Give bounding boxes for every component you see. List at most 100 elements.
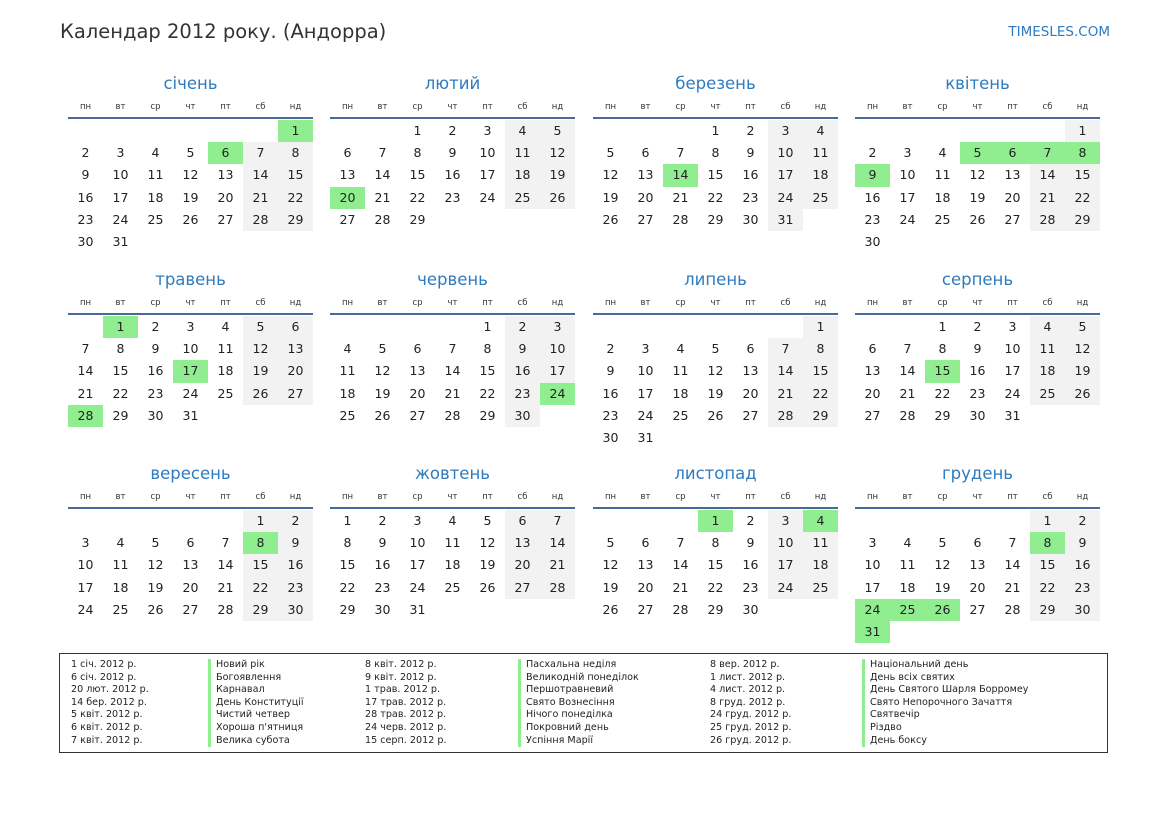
weekend-day-cell: 11: [505, 142, 540, 165]
day-cell: 24: [409, 579, 426, 595]
header-divider: [330, 313, 575, 315]
weekend-day-cell: 10: [768, 532, 803, 555]
holiday-date: 15 серп. 2012 р.: [365, 734, 447, 746]
holiday-day-cell: 14: [663, 164, 698, 187]
weekday-label: вт: [115, 298, 126, 308]
day-grid: 1 2 3 4 5 6 7 8 9 10 11 12 13 14 15 16 17 18 19 20 21 22 23 24 2…: [593, 120, 838, 231]
day-cell: 18: [217, 363, 234, 379]
holiday-name: Успіння Марії: [518, 734, 593, 748]
day-cell: 17: [479, 167, 496, 183]
weekend-day-cell: 27: [278, 382, 313, 405]
weekend-day-cell: 23: [1065, 576, 1100, 599]
holiday-name: Свято Непорочного Зачаття: [862, 696, 1012, 710]
weekday-label: сб: [517, 102, 528, 112]
weekday-label: сб: [780, 298, 791, 308]
day-cell: 26: [969, 211, 986, 227]
day-cell: 18: [444, 557, 461, 573]
weekend-day-cell: 17: [768, 554, 803, 577]
page-title: Календар 2012 року. (Андорра): [60, 20, 387, 43]
weekday-label: ср: [675, 492, 686, 502]
empty-cell: [733, 316, 768, 338]
day-cell: 4: [151, 145, 160, 161]
holiday-day-cell: 4: [803, 510, 838, 533]
weekday-label: пт: [1007, 492, 1018, 502]
empty-cell: [173, 510, 208, 532]
weekday-header: пн вт ср чт пт сб нд: [330, 490, 575, 504]
weekend-day-cell: 7: [540, 510, 575, 533]
day-cell: 15: [112, 363, 129, 379]
weekend-day-cell: 2: [505, 316, 540, 339]
day-cell: 17: [899, 189, 916, 205]
day-cell: 7: [676, 145, 685, 161]
day-cell: 16: [864, 189, 881, 205]
day-cell: 8: [413, 145, 422, 161]
site-link[interactable]: TIMESLES.COM: [1008, 24, 1110, 40]
day-cell: 29: [339, 601, 356, 617]
weekend-day-cell: 14: [540, 532, 575, 555]
day-cell: 23: [374, 579, 391, 595]
holiday-date: 20 лют. 2012 р.: [71, 684, 149, 696]
empty-cell: [960, 510, 995, 532]
day-cell: 6: [746, 341, 755, 357]
day-cell: 22: [112, 385, 129, 401]
header-divider: [593, 313, 838, 315]
day-cell: 12: [934, 557, 951, 573]
weekend-day-cell: 1: [803, 316, 838, 339]
weekday-label: вт: [640, 298, 651, 308]
day-cell: 31: [637, 429, 654, 445]
day-cell: 28: [1004, 601, 1021, 617]
month-block: лютий пн вт ср чт пт сб нд 1 2 3 4 5 6 7 8 9 10 11 12 13 14 15…: [330, 74, 575, 231]
month-block: квітень пн вт ср чт пт сб нд 1 2 3 4 5 6 7 8 9 10 11 12 13 14…: [855, 74, 1100, 253]
day-cell: 31: [1004, 407, 1021, 423]
day-cell: 17: [637, 385, 654, 401]
weekend-day-cell: 11: [803, 142, 838, 165]
day-cell: 3: [116, 145, 125, 161]
weekend-day-cell: 7: [243, 142, 278, 165]
day-cell: 24: [479, 189, 496, 205]
weekend-day-cell: 14: [1030, 164, 1065, 187]
weekday-label: пн: [604, 492, 617, 502]
holiday-date: 28 трав. 2012 р.: [365, 709, 447, 721]
day-cell: 13: [637, 557, 654, 573]
day-cell: 12: [969, 167, 986, 183]
weekday-label: пт: [220, 492, 231, 502]
weekday-label: сб: [255, 492, 266, 502]
holiday-date: 7 квіт. 2012 р.: [71, 734, 143, 746]
day-cell: 30: [147, 407, 164, 423]
holiday-day-cell: 24: [540, 382, 575, 405]
holiday-day-cell: 1: [278, 120, 313, 143]
empty-cell: [663, 120, 698, 142]
day-cell: 20: [1004, 189, 1021, 205]
holiday-name: День всіх святих: [862, 671, 955, 685]
day-cell: 7: [378, 145, 387, 161]
weekday-label: вт: [115, 102, 126, 112]
day-cell: 21: [217, 579, 234, 595]
holiday-date: 5 квіт. 2012 р.: [71, 709, 143, 721]
day-cell: 19: [479, 557, 496, 573]
weekend-day-cell: 14: [768, 360, 803, 383]
day-cell: 31: [182, 407, 199, 423]
weekend-day-cell: 26: [540, 186, 575, 209]
weekend-day-cell: 11: [803, 532, 838, 555]
weekend-day-cell: 28: [540, 576, 575, 599]
month-name: червень: [417, 270, 488, 289]
day-cell: 28: [217, 601, 234, 617]
weekday-label: сб: [1042, 492, 1053, 502]
day-grid: 1 2 3 4 5 6 7 8 9 10 11 12 13 14 15 16 17 18 19 20 21 22 23 24 2…: [855, 316, 1100, 427]
weekend-day-cell: 25: [803, 186, 838, 209]
weekend-day-cell: 12: [1065, 338, 1100, 361]
day-cell: 16: [742, 557, 759, 573]
day-cell: 30: [864, 233, 881, 249]
day-cell: 26: [182, 211, 199, 227]
weekend-day-cell: 19: [243, 360, 278, 383]
empty-cell: [593, 510, 628, 532]
day-cell: 9: [746, 535, 755, 551]
weekend-day-cell: 1: [1065, 120, 1100, 143]
day-cell: 20: [864, 385, 881, 401]
weekend-day-cell: 31: [768, 208, 803, 231]
weekday-label: нд: [1076, 102, 1089, 112]
empty-cell: [855, 120, 890, 142]
day-cell: 8: [483, 341, 492, 357]
day-cell: 6: [868, 341, 877, 357]
weekday-label: ср: [412, 298, 423, 308]
